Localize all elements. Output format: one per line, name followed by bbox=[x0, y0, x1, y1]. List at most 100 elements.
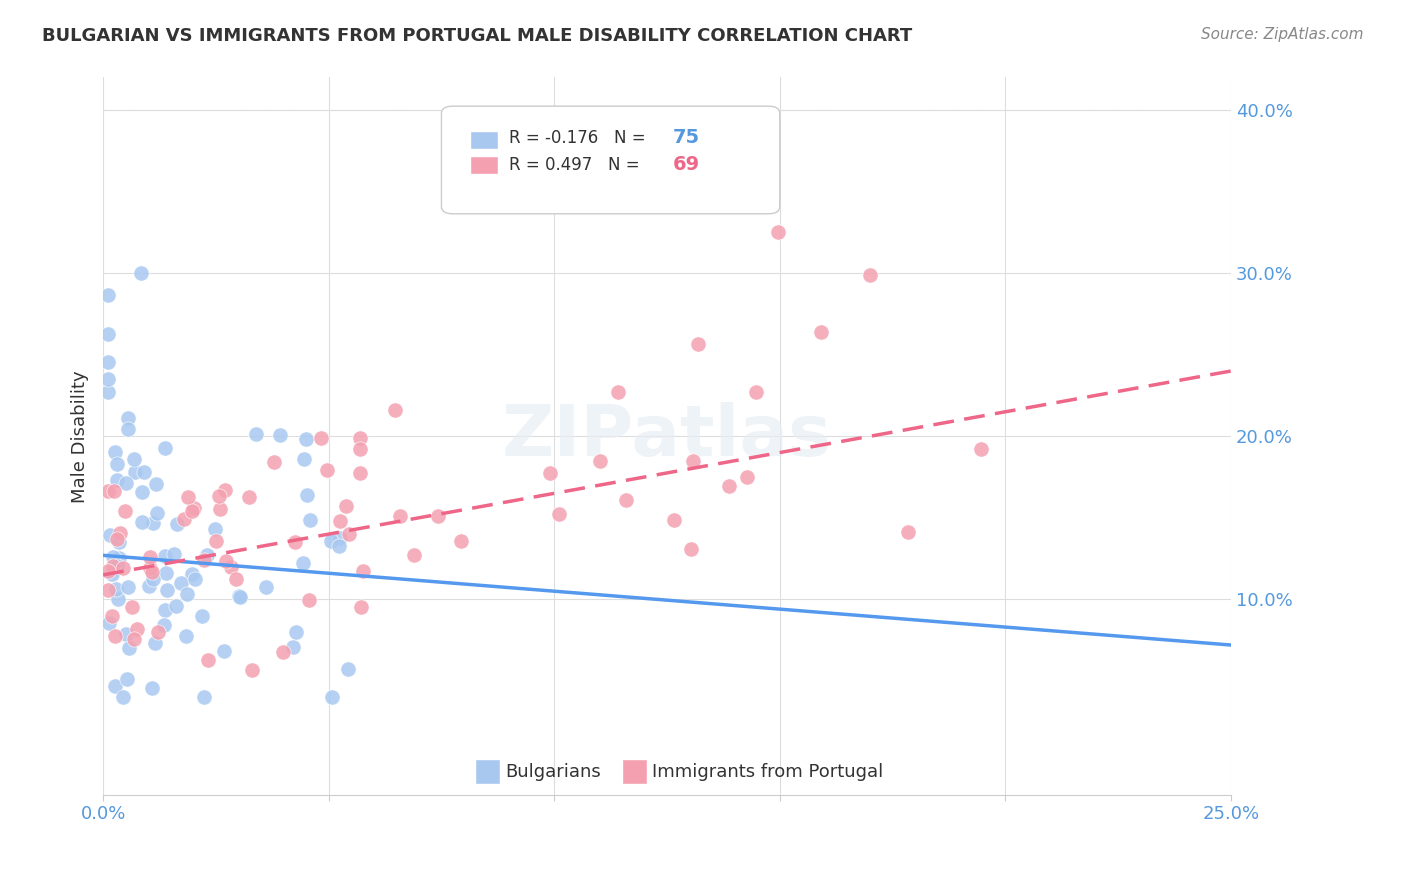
Point bbox=[664, 513, 686, 527]
Point bbox=[117, 410, 139, 425]
Text: Bulgarians: Bulgarians bbox=[506, 763, 602, 781]
Point bbox=[384, 403, 406, 417]
Point bbox=[183, 572, 205, 586]
Point bbox=[145, 635, 167, 649]
Point bbox=[214, 483, 236, 497]
Point bbox=[121, 599, 143, 614]
Point bbox=[97, 355, 120, 369]
Point bbox=[153, 549, 176, 563]
Point bbox=[125, 622, 148, 636]
Point bbox=[329, 532, 352, 546]
Point bbox=[686, 337, 709, 351]
Point bbox=[142, 573, 165, 587]
Text: R = -0.176   N =: R = -0.176 N = bbox=[509, 128, 651, 146]
Point bbox=[180, 504, 202, 518]
Point bbox=[108, 526, 131, 541]
Point bbox=[205, 533, 228, 548]
Point bbox=[589, 454, 612, 468]
Point bbox=[238, 490, 260, 504]
Point bbox=[176, 629, 198, 643]
Point bbox=[212, 644, 235, 658]
Point bbox=[105, 533, 128, 547]
Point bbox=[335, 499, 357, 513]
Point bbox=[284, 534, 307, 549]
Point bbox=[337, 526, 360, 541]
Point bbox=[98, 528, 121, 542]
Text: BULGARIAN VS IMMIGRANTS FROM PORTUGAL MALE DISABILITY CORRELATION CHART: BULGARIAN VS IMMIGRANTS FROM PORTUGAL MA… bbox=[42, 27, 912, 45]
Point bbox=[173, 511, 195, 525]
Point bbox=[292, 557, 315, 571]
Point bbox=[156, 583, 179, 598]
Point bbox=[215, 554, 238, 568]
Point bbox=[112, 690, 135, 705]
Point bbox=[153, 618, 176, 632]
Point bbox=[155, 442, 177, 456]
Y-axis label: Male Disability: Male Disability bbox=[72, 370, 89, 502]
Point bbox=[107, 535, 129, 549]
Point bbox=[166, 516, 188, 531]
Point bbox=[97, 565, 120, 579]
Point bbox=[263, 455, 285, 469]
Point bbox=[271, 645, 294, 659]
Point bbox=[138, 579, 160, 593]
Point bbox=[97, 372, 120, 386]
Point bbox=[176, 587, 198, 601]
Point bbox=[131, 516, 153, 530]
Point bbox=[970, 442, 993, 457]
Point bbox=[105, 559, 128, 574]
Point bbox=[104, 445, 127, 459]
Point bbox=[131, 485, 153, 500]
Point bbox=[426, 508, 449, 523]
Point bbox=[124, 465, 146, 479]
Point bbox=[145, 506, 167, 520]
Point bbox=[321, 690, 343, 705]
Point bbox=[810, 325, 832, 339]
Point bbox=[349, 431, 371, 445]
Text: Immigrants from Portugal: Immigrants from Portugal bbox=[652, 763, 883, 781]
Text: 75: 75 bbox=[672, 128, 700, 147]
Point bbox=[254, 580, 277, 594]
Point bbox=[101, 609, 124, 624]
Point bbox=[606, 384, 628, 399]
Point bbox=[98, 615, 121, 630]
Point bbox=[298, 593, 321, 607]
Point bbox=[131, 266, 153, 280]
Point bbox=[115, 627, 138, 641]
Point bbox=[350, 599, 373, 614]
Point bbox=[103, 549, 125, 564]
Point bbox=[745, 384, 768, 399]
Point bbox=[309, 431, 332, 445]
FancyBboxPatch shape bbox=[470, 131, 498, 149]
Point bbox=[139, 549, 162, 564]
Point bbox=[117, 581, 139, 595]
Point bbox=[717, 478, 740, 492]
Point bbox=[97, 583, 120, 598]
Point bbox=[139, 560, 162, 574]
Point bbox=[193, 553, 215, 567]
Point bbox=[114, 475, 136, 490]
Point bbox=[107, 592, 129, 607]
Point bbox=[104, 582, 127, 597]
Point bbox=[349, 466, 371, 480]
Point bbox=[321, 534, 343, 549]
Point bbox=[766, 226, 789, 240]
Point bbox=[101, 566, 124, 581]
Point bbox=[105, 473, 128, 487]
Point bbox=[295, 432, 318, 446]
Point bbox=[117, 422, 139, 436]
FancyBboxPatch shape bbox=[441, 106, 780, 214]
Point bbox=[292, 451, 315, 466]
Point bbox=[204, 522, 226, 536]
Point bbox=[735, 470, 758, 484]
Point bbox=[228, 589, 250, 603]
Point bbox=[245, 426, 267, 441]
Point bbox=[329, 514, 352, 528]
Point bbox=[105, 457, 128, 471]
Text: Source: ZipAtlas.com: Source: ZipAtlas.com bbox=[1201, 27, 1364, 42]
Point bbox=[111, 560, 134, 574]
Point bbox=[145, 477, 167, 491]
Point bbox=[104, 680, 127, 694]
Point bbox=[679, 542, 702, 557]
Point bbox=[183, 500, 205, 515]
Point bbox=[103, 483, 125, 498]
